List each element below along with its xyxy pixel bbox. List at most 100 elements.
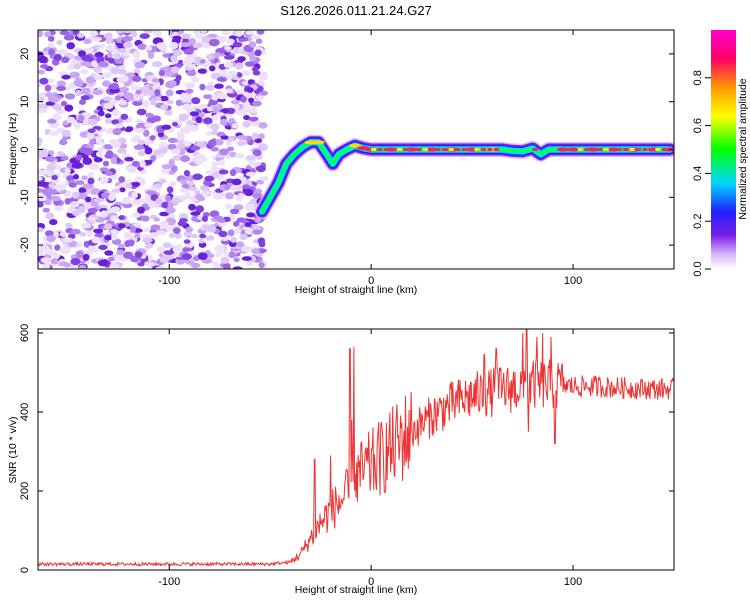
noise-speck — [51, 189, 58, 195]
noise-speck — [74, 123, 81, 130]
colorbar-tick-label: 0.8 — [692, 70, 704, 85]
noise-speck — [205, 54, 215, 60]
noise-speck — [195, 193, 204, 200]
noise-speck — [113, 53, 121, 60]
noise-speck — [136, 127, 145, 134]
ridge-core — [610, 148, 616, 151]
noise-speck — [226, 146, 235, 152]
noise-speck — [231, 178, 242, 186]
noise-speck — [54, 244, 61, 251]
noise-speck — [59, 231, 67, 238]
noise-speck — [188, 124, 199, 132]
noise-speck — [67, 82, 77, 89]
ridge-core — [487, 148, 493, 151]
noise-speck — [214, 83, 224, 89]
noise-speck — [105, 150, 114, 158]
noise-speck — [38, 151, 45, 159]
noise-speck — [57, 49, 68, 55]
noise-speck — [69, 71, 80, 79]
noise-speck — [127, 96, 135, 102]
noise-speck — [64, 198, 72, 205]
noise-speck — [170, 66, 180, 73]
noise-speck — [38, 55, 48, 64]
noise-speck — [125, 126, 134, 132]
noise-speck — [232, 228, 242, 234]
noise-speck — [236, 241, 245, 248]
noise-speck — [171, 197, 182, 204]
noise-speck — [48, 48, 55, 56]
noise-speck — [131, 160, 140, 167]
noise-speck — [222, 262, 231, 269]
noise-speck — [109, 88, 120, 94]
noise-speck — [203, 117, 213, 125]
ridge-core — [564, 148, 570, 151]
noise-speck — [215, 112, 225, 117]
snr-y-ticks: 0 200 400 600 — [19, 324, 674, 573]
noise-speck — [150, 224, 161, 231]
noise-speck — [229, 208, 240, 215]
noise-speck — [79, 231, 87, 237]
ridge-core — [616, 148, 622, 151]
noise-speck — [75, 154, 83, 161]
noise-speck — [209, 65, 216, 72]
noise-speck — [66, 42, 75, 50]
noise-speck — [123, 231, 133, 239]
noise-speck — [211, 161, 219, 167]
snr-x-tick-label: -100 — [158, 576, 180, 588]
ridge-core — [629, 148, 635, 151]
noise-speck — [232, 221, 240, 227]
noise-speck — [139, 160, 146, 168]
noise-speck — [190, 233, 199, 239]
noise-speck — [94, 233, 104, 238]
noise-speck — [81, 61, 92, 67]
noise-speck — [64, 104, 74, 112]
noise-speck — [118, 176, 126, 183]
noise-speck — [56, 80, 67, 88]
noise-speck — [80, 87, 91, 95]
noise-speck — [63, 34, 75, 41]
noise-speck — [201, 184, 210, 192]
noise-speck — [230, 237, 238, 243]
noise-speck — [82, 183, 94, 189]
ridge-core — [532, 148, 538, 151]
noise-speck — [218, 169, 229, 175]
noise-speck — [129, 225, 137, 233]
noise-speck — [164, 109, 173, 116]
noise-speck — [224, 55, 235, 60]
noise-speck — [149, 232, 159, 238]
ridge-core — [409, 148, 415, 151]
noise-speck — [245, 30, 255, 36]
noise-speck — [69, 201, 80, 208]
noise-speck — [153, 183, 163, 188]
noise-speck — [114, 95, 122, 101]
noise-speck — [110, 206, 121, 212]
noise-speck — [168, 232, 175, 239]
noise-speck — [232, 47, 240, 54]
noise-speck — [40, 64, 49, 69]
noise-speck — [205, 224, 212, 232]
ridge-core — [384, 148, 390, 151]
spectrogram-x-tick-label: 100 — [564, 275, 582, 287]
noise-speck — [234, 153, 245, 159]
noise-speck — [183, 140, 192, 147]
noise-speck — [97, 147, 106, 152]
ridge-core — [429, 148, 435, 151]
noise-speck — [111, 119, 120, 125]
ridge-core — [448, 148, 454, 151]
noise-speck — [251, 248, 261, 255]
noise-speck — [197, 252, 208, 260]
ridge-core — [603, 148, 609, 151]
spectrogram-y-tick-label: 10 — [19, 96, 31, 108]
noise-speck — [115, 30, 124, 34]
noise-speck — [220, 256, 230, 264]
noise-speck — [231, 100, 240, 105]
noise-speck — [145, 112, 154, 118]
noise-speck — [170, 148, 181, 155]
noise-speck — [110, 215, 119, 221]
noise-speck — [120, 75, 129, 83]
noise-speck — [170, 55, 178, 63]
noise-speck — [139, 33, 150, 39]
noise-speck — [186, 70, 197, 77]
noise-speck — [201, 190, 211, 196]
